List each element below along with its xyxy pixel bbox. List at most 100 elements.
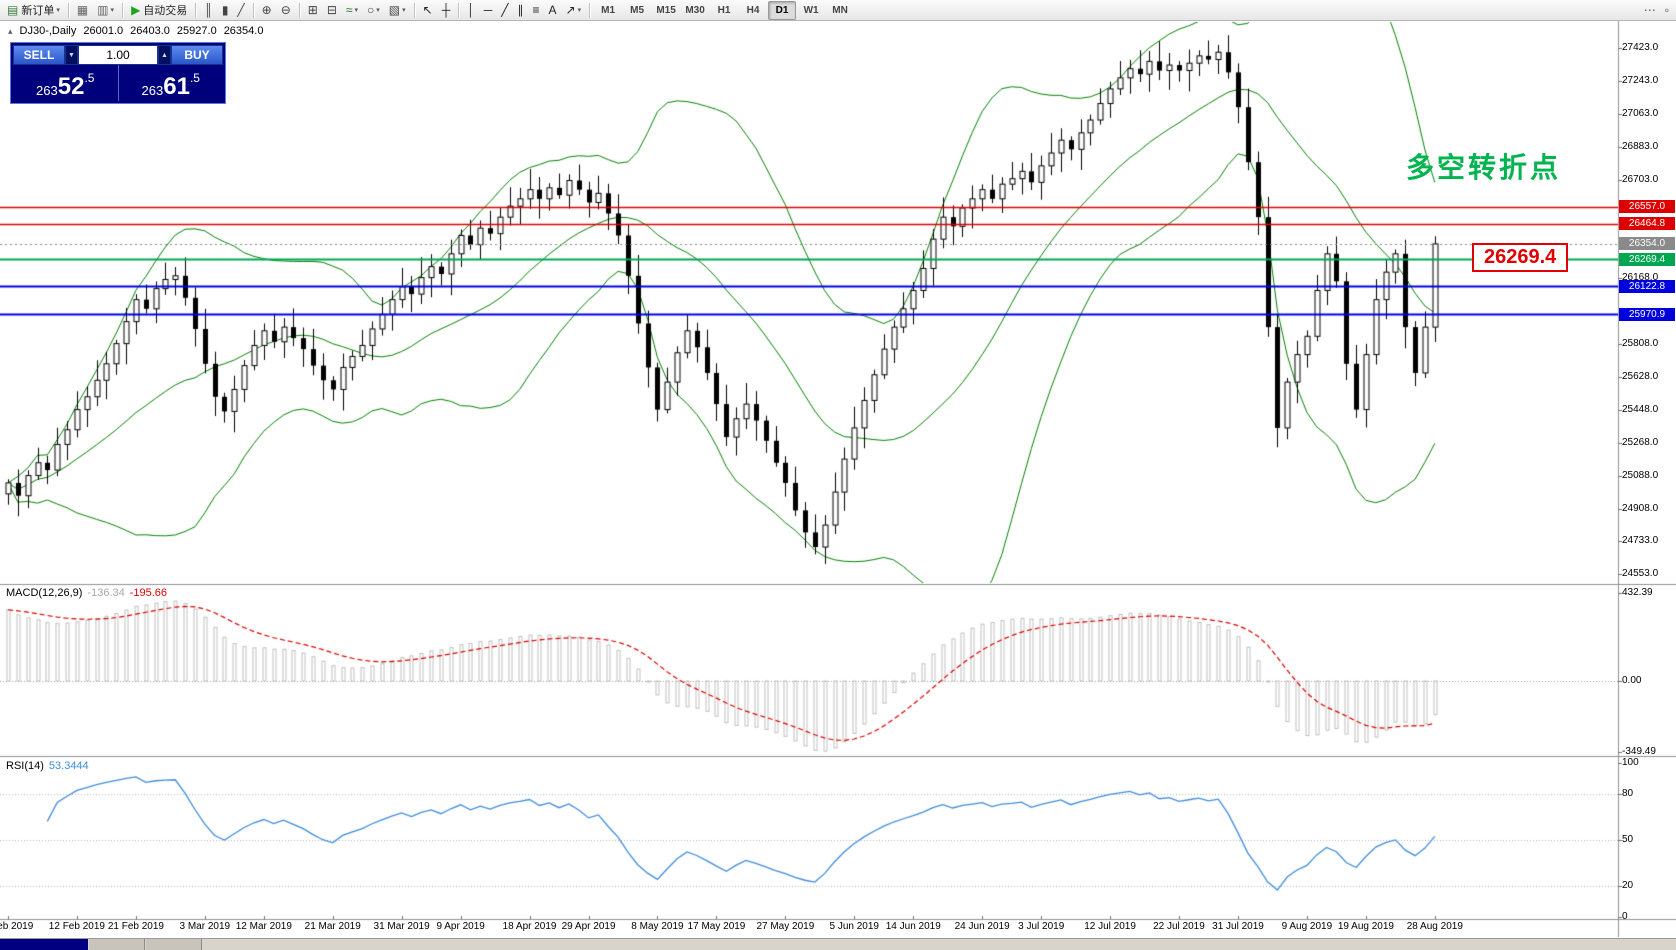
templates-icon: ▧	[388, 2, 401, 17]
chart-tab-active[interactable]	[0, 939, 88, 950]
toolbar-separator	[67, 2, 69, 18]
zoom-in-icon: ⊕	[261, 2, 272, 17]
date-label: 12 Jul 2019	[1084, 921, 1136, 932]
cursor-button[interactable]: ↖	[419, 1, 437, 20]
text-label-button[interactable]: A	[544, 1, 560, 20]
periods-button[interactable]: ○ ▾	[363, 1, 384, 20]
date-label: 21 Mar 2019	[304, 921, 361, 932]
volume-decrease-button[interactable]: ▼	[65, 45, 78, 65]
price-tick-label: 24733.0	[1622, 535, 1659, 546]
one-click-collapse-icon[interactable]: ▴	[8, 26, 13, 36]
horizontal-line-icon: ─	[483, 2, 493, 17]
volume-increase-button[interactable]: ▲	[158, 45, 171, 65]
time-axis[interactable]	[0, 919, 1618, 937]
toolbar-separator	[413, 2, 415, 18]
toolbar-customize-button[interactable]: ⋯	[1640, 1, 1660, 20]
sell-button[interactable]: SELL	[13, 45, 65, 65]
price-panel[interactable]	[0, 21, 1618, 583]
dropdown-caret-icon: ▾	[110, 7, 115, 14]
rsi-axis-label: 0	[1622, 911, 1628, 922]
line-chart-button[interactable]: ╱	[233, 1, 248, 20]
date-label: 9 Aug 2019	[1281, 921, 1333, 932]
macd-signal-value: -195.66	[129, 587, 168, 599]
macd-panel[interactable]	[0, 585, 1618, 755]
timeframe-w1-button[interactable]: W1	[803, 4, 819, 16]
new-order-button[interactable]: ▤ 新订单 ▾	[3, 1, 64, 20]
sell-price-base: 263	[36, 83, 58, 98]
price-tick-label: 27243.0	[1622, 74, 1659, 86]
turning-point-annotation[interactable]: 多空转折点	[1406, 152, 1562, 183]
macd-axis-label: -349.49	[1622, 746, 1656, 758]
price-callout-box[interactable]: 26269.4	[1472, 243, 1569, 272]
candlestick-chart-button[interactable]: ▮	[218, 1, 233, 20]
toolbar-separator	[589, 2, 591, 18]
timeframe-m30-button[interactable]: M30	[685, 4, 705, 16]
date-label: 9 Apr 2019	[436, 921, 485, 932]
vertical-line-button[interactable]: │	[463, 1, 479, 20]
resistance-line-lower-badge: 26464.8	[1619, 217, 1675, 231]
rsi-axis-label: 20	[1622, 880, 1634, 892]
crosshair-button[interactable]: ┼	[438, 1, 455, 20]
price-tick-label: 25268.0	[1622, 436, 1659, 448]
buy-price-base: 263	[141, 83, 164, 98]
vertical-line-icon: │	[467, 2, 475, 17]
rsi-axis-label: 50	[1622, 834, 1634, 845]
order-panel-divider	[117, 65, 119, 101]
chart-symbol-period: DJ30-,Daily	[19, 25, 77, 37]
timeframe-d1-button[interactable]: D1	[768, 0, 797, 20]
date-label: 28 Aug 2019	[1406, 921, 1463, 932]
macd-main-value: -136.34	[87, 587, 125, 599]
zoom-in-button[interactable]: ⊕	[258, 1, 276, 20]
horizontal-line-button[interactable]: ─	[480, 1, 497, 20]
timeframe-h1-button[interactable]: H1	[717, 4, 731, 16]
tile-windows-button[interactable]: ⊞	[304, 1, 322, 20]
status-strip	[0, 938, 1676, 950]
channel-button[interactable]: ∥	[513, 1, 527, 20]
arrange-windows-button[interactable]: ⊟	[323, 1, 341, 20]
price-tick-label: 25628.0	[1622, 370, 1659, 382]
date-label: 31 Jul 2019	[1212, 921, 1264, 932]
date-label: 22 Jul 2019	[1153, 921, 1205, 932]
date-label: 3 Mar 2019	[179, 921, 231, 932]
buy-button[interactable]: BUY	[171, 45, 223, 65]
fibonacci-button[interactable]: ≡	[528, 1, 543, 20]
new-order-icon: ▤	[7, 2, 19, 17]
templates-button[interactable]: ▧ ▾	[385, 1, 410, 20]
macd-indicator-label: MACD(12,26,9) -136.34 -195.66	[6, 587, 172, 599]
volume-input[interactable]	[78, 45, 158, 65]
rsi-axis-label: 100	[1622, 757, 1639, 768]
timeframe-m15-button[interactable]: M15	[656, 4, 676, 16]
bar-chart-button[interactable]: ║	[200, 1, 217, 20]
dropdown-caret-icon: ▾	[577, 7, 582, 14]
chart-tab[interactable]	[146, 939, 202, 950]
indicators-button[interactable]: ≈ ▾	[342, 1, 362, 20]
rsi-panel[interactable]	[0, 757, 1618, 918]
toolbar-separator	[298, 2, 300, 18]
line-chart-icon: ╱	[237, 2, 245, 17]
zoom-out-button[interactable]: ⊖	[277, 1, 295, 20]
timeframe-m1-button[interactable]: M1	[601, 4, 616, 16]
date-label: 3 Jul 2019	[1018, 921, 1065, 932]
autotrading-button[interactable]: ▶ 自动交易	[127, 1, 191, 20]
trendline-button[interactable]: ╱	[497, 1, 512, 20]
ohlc-open: 26001.0	[83, 25, 124, 37]
date-label: 14 Jun 2019	[885, 921, 941, 932]
price-axis[interactable]	[1618, 21, 1676, 918]
timeframe-h4-button[interactable]: H4	[746, 4, 760, 16]
date-label: 18 Apr 2019	[502, 921, 557, 932]
toolbar-separator	[458, 2, 460, 18]
periods-icon: ○	[367, 2, 375, 17]
price-tick-label: 25088.0	[1622, 469, 1659, 481]
timeframe-m5-button[interactable]: M5	[630, 4, 645, 16]
arrows-button[interactable]: ↗ ▾	[562, 1, 586, 20]
sell-price-big: 52	[57, 73, 85, 100]
date-label: 31 Mar 2019	[373, 921, 430, 932]
toolbar-dock-button[interactable]: ▫	[1661, 1, 1673, 20]
timeframe-mn-button[interactable]: MN	[832, 4, 848, 16]
profiles-button[interactable]: ▥ ▾	[93, 1, 118, 20]
chart-window-button[interactable]: ▦	[73, 1, 92, 20]
rsi-axis-label: 80	[1622, 787, 1634, 799]
chart-tab[interactable]	[89, 939, 145, 950]
